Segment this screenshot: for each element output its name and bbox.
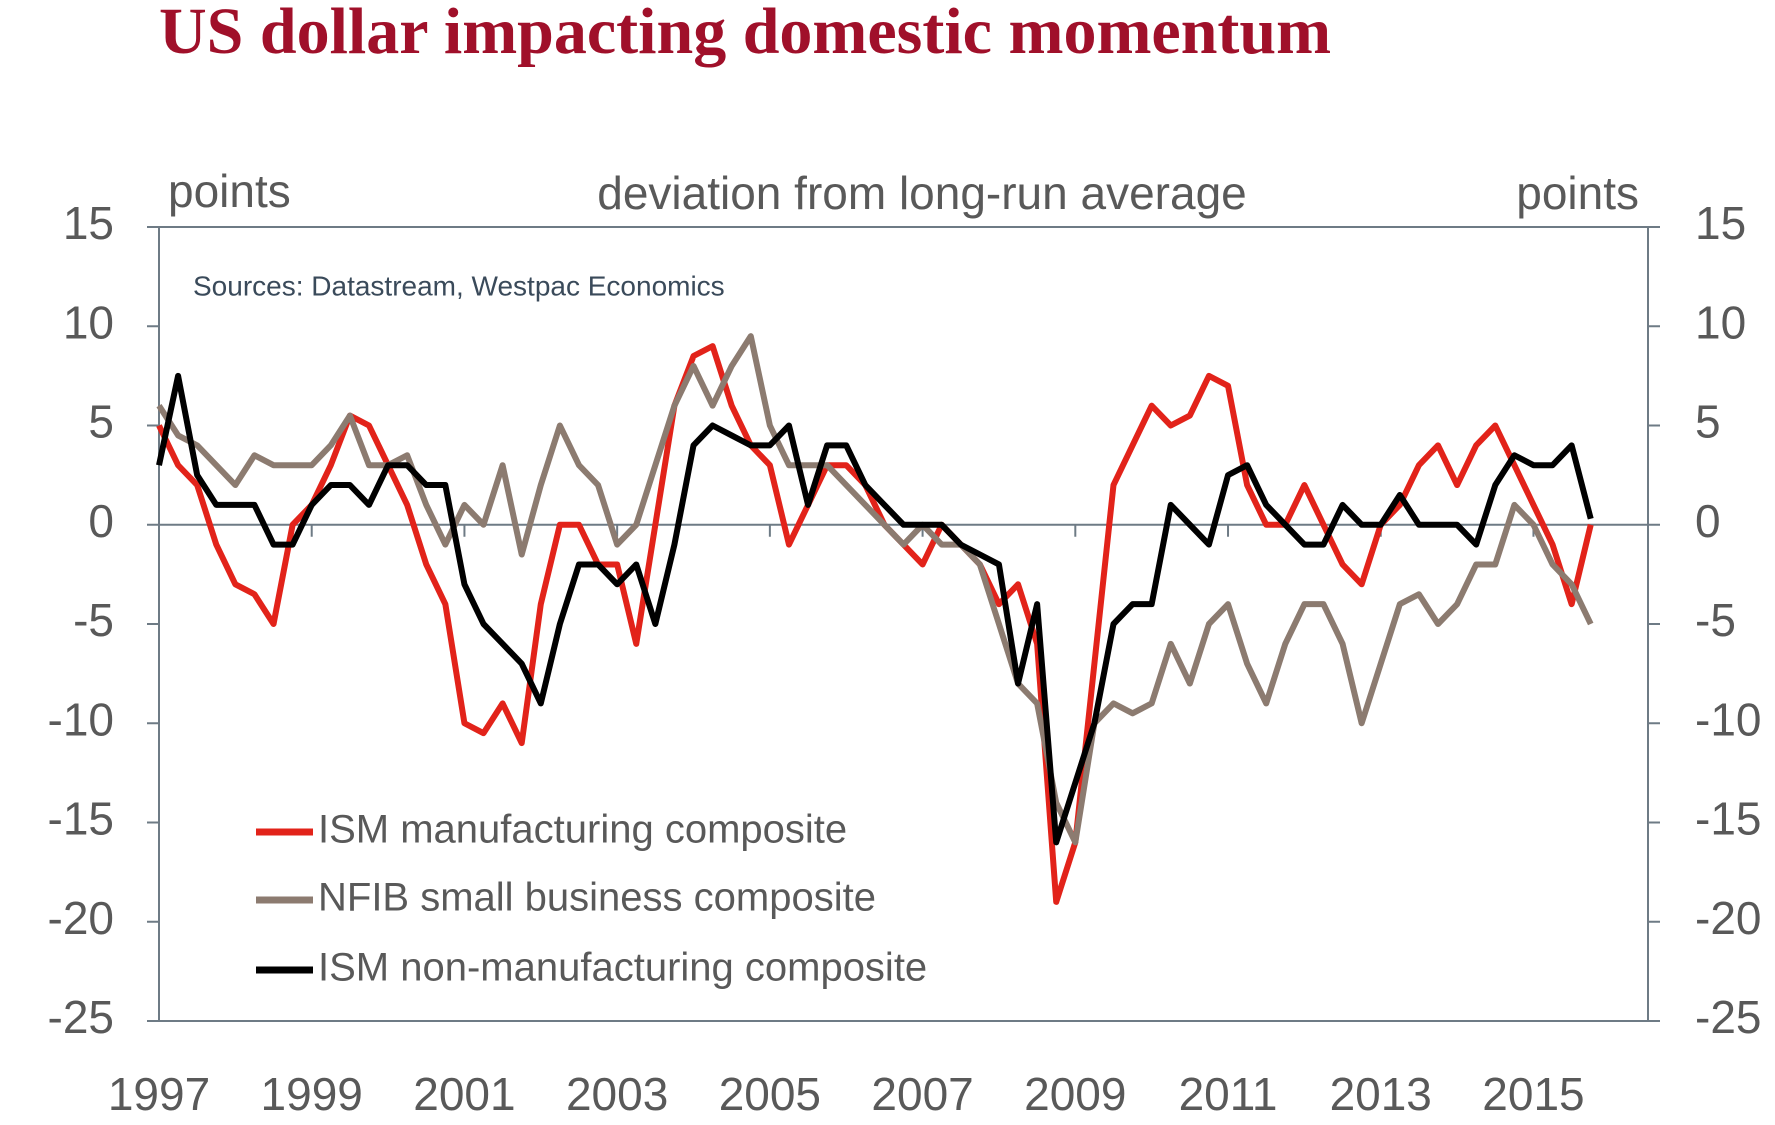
y2-tick-label: -25 (1695, 991, 1761, 1043)
y-tick-label: -5 (73, 594, 114, 646)
legend-label: ISM non-manufacturing composite (318, 946, 927, 990)
x-tick-label: 2015 (1482, 1068, 1584, 1120)
x-tick-label: 2007 (871, 1068, 973, 1120)
x-tick-label: 2001 (413, 1068, 515, 1120)
y-tick-label: -25 (48, 991, 114, 1043)
legend-label: ISM manufacturing composite (318, 808, 847, 852)
series-line (156, 372, 1594, 846)
y-axis-label: points (168, 165, 291, 217)
x-tick-label: 2003 (566, 1068, 668, 1120)
y-tick-label: -10 (48, 693, 114, 745)
source-note: Sources: Datastream, Westpac Economics (193, 270, 725, 301)
y-tick-label: 5 (88, 396, 114, 448)
y2-tick-label: 10 (1695, 296, 1746, 348)
legend-label: NFIB small business composite (318, 876, 876, 920)
x-tick-label: 2009 (1024, 1068, 1126, 1120)
y-tick-label: 0 (88, 495, 114, 547)
y-tick-label: -15 (48, 793, 114, 845)
y2-tick-label: -15 (1695, 793, 1761, 845)
subtitle: deviation from long-run average (597, 167, 1246, 219)
y2-tick-label: 0 (1695, 495, 1721, 547)
x-tick-label: 1997 (108, 1068, 210, 1120)
x-tick-label: 1999 (261, 1068, 363, 1120)
x-tick-label: 2013 (1330, 1068, 1432, 1120)
y-tick-label: 10 (63, 296, 114, 348)
y2-tick-label: 15 (1695, 197, 1746, 249)
y-tick-label: 15 (63, 197, 114, 249)
y2-tick-label: 5 (1695, 396, 1721, 448)
y2-axis-label: points (1516, 167, 1639, 219)
series-line (156, 343, 1594, 905)
x-tick-label: 2005 (719, 1068, 821, 1120)
chart-title: US dollar impacting domestic momentum (159, 0, 1331, 68)
series-line (156, 333, 1594, 846)
y2-tick-label: -10 (1695, 693, 1761, 745)
x-tick-label: 2011 (1179, 1068, 1278, 1120)
y-tick-label: -20 (48, 892, 114, 944)
y2-tick-label: -5 (1695, 594, 1736, 646)
y2-tick-label: -20 (1695, 892, 1761, 944)
